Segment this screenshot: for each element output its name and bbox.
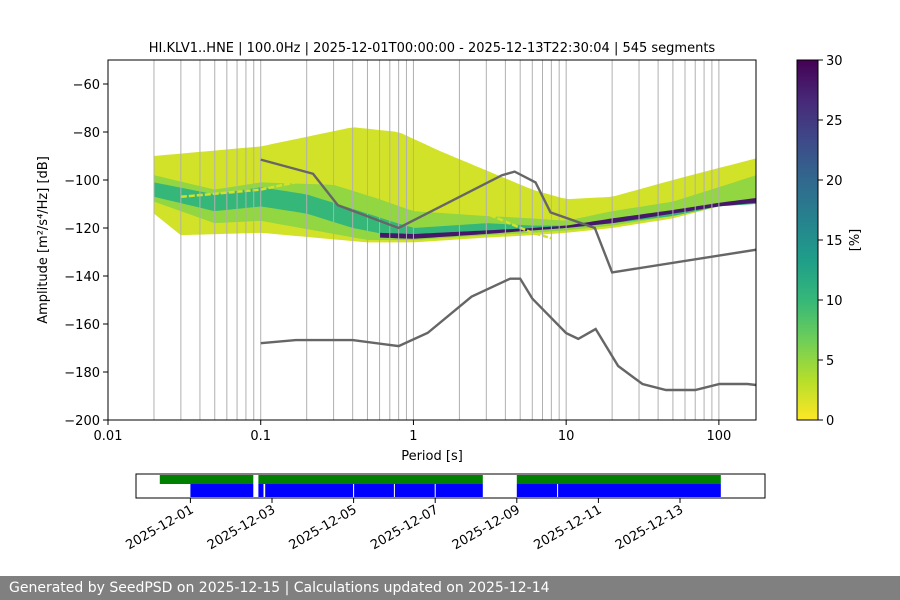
colorbar-label: [%]	[848, 229, 863, 252]
date-tick-label-3: 2025-12-07	[368, 502, 441, 553]
colorbar-tick-label-2: 10	[826, 294, 843, 309]
psd-segment-bar-1	[258, 484, 264, 497]
y-axis-label: Amplitude [m²/s⁴/Hz] [dB]	[36, 156, 51, 324]
date-tick-label-2: 2025-12-05	[287, 502, 360, 553]
y-tick-label-4: −140	[64, 270, 100, 285]
chart-title: HI.KLV1..HNE | 100.0Hz | 2025-12-01T00:0…	[149, 41, 716, 56]
availability-date-ticks: 2025-12-01 2025-12-03 2025-12-05 2025-12-07…	[123, 498, 686, 553]
psd-figure: HI.KLV1..HNE | 100.0Hz | 2025-12-01T00:0…	[36, 41, 863, 553]
high-noise-model-line	[260, 158, 756, 274]
colorbar-tick-label-4: 20	[826, 174, 843, 189]
colorbar: 0 5 10 15 20 25 30 [%]	[796, 54, 863, 429]
colorbar-ticks: 0 5 10 15 20 25 30	[818, 54, 843, 429]
psd-segment-bar-2	[265, 484, 483, 497]
date-tick-label-4: 2025-12-09	[450, 502, 523, 553]
y-tick-label-5: −160	[64, 318, 100, 333]
colorbar-tick-label-3: 15	[826, 234, 843, 249]
colorbar-tick-label-5: 25	[826, 114, 843, 129]
data-segment-bar-1	[258, 475, 483, 484]
psd-segment-bar-3	[516, 484, 721, 497]
availability-bars	[159, 475, 721, 497]
date-tick-label-0: 2025-12-01	[123, 502, 196, 553]
date-tick-label-1: 2025-12-03	[205, 502, 278, 553]
footer-bar: Generated by SeedPSD on 2025-12-15 | Cal…	[0, 576, 900, 600]
psd-mode-0	[180, 169, 552, 240]
colorbar-tick-label-6: 30	[826, 54, 843, 69]
y-tick-label-2: −100	[64, 174, 100, 189]
date-tick-label-6: 2025-12-13	[613, 502, 686, 553]
availability-frame	[135, 473, 766, 499]
date-tick-label-5: 2025-12-11	[531, 502, 604, 553]
psd-plot-area: 0.01 0.1 1 10 100 −60 −80 −100 −120 −140 −160 −180…	[36, 59, 757, 464]
psd-mode-1	[180, 150, 552, 221]
psd-heatmap	[153, 127, 756, 243]
y-tick-label-7: −200	[64, 414, 100, 429]
low-noise-model-line	[260, 277, 756, 392]
x-axis-ticks: 0.01 0.1 1 10 100	[94, 420, 731, 444]
x-axis-label: Period [s]	[401, 449, 463, 464]
data-segment-bar-0	[159, 475, 254, 484]
footer-text: Generated by SeedPSD on 2025-12-15 | Cal…	[9, 580, 550, 596]
x-tick-label-2: 1	[409, 429, 417, 444]
plot-frame	[107, 59, 757, 421]
x-tick-label-4: 100	[706, 429, 731, 444]
x-tick-label-1: 0.1	[250, 429, 271, 444]
psd-segment-bar-0	[190, 484, 254, 497]
y-tick-label-0: −60	[73, 78, 100, 93]
psd-band-3	[379, 198, 756, 239]
x-tick-label-3: 10	[558, 429, 575, 444]
vertical-gridlines	[153, 60, 720, 420]
y-tick-label-1: −80	[73, 126, 100, 141]
y-tick-label-3: −120	[64, 222, 100, 237]
noise-model-layer	[260, 158, 756, 392]
data-availability-plot: 2025-12-01 2025-12-03 2025-12-05 2025-12-07…	[123, 473, 766, 553]
data-segment-bar-2	[516, 475, 721, 484]
colorbar-tick-label-0: 0	[826, 414, 834, 429]
colorbar-gradient	[796, 59, 819, 421]
colorbar-tick-label-1: 5	[826, 354, 834, 369]
x-tick-label-0: 0.01	[94, 429, 123, 444]
y-axis-ticks: −60 −80 −100 −120 −140 −160 −180 −200	[64, 78, 108, 429]
y-tick-label-6: −180	[64, 366, 100, 381]
